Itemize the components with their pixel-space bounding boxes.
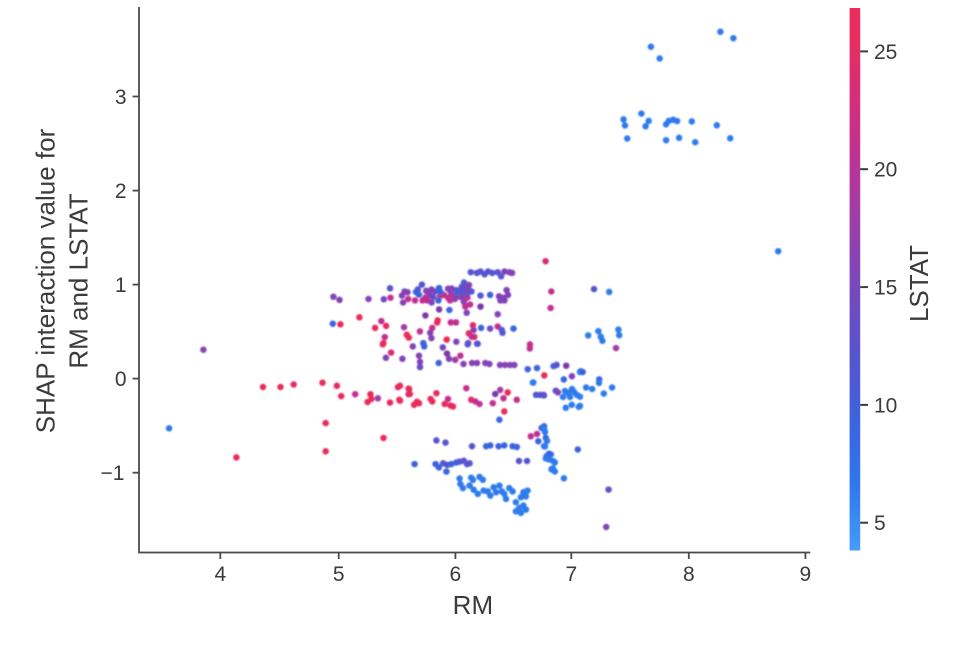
svg-text:20: 20 <box>874 159 897 182</box>
svg-text:15: 15 <box>874 277 897 300</box>
svg-text:5: 5 <box>333 563 345 586</box>
svg-text:7: 7 <box>565 563 577 586</box>
svg-text:1: 1 <box>115 274 127 297</box>
svg-text:9: 9 <box>800 563 812 586</box>
svg-text:8: 8 <box>683 563 695 586</box>
svg-text:4: 4 <box>214 563 226 586</box>
svg-text:RM: RM <box>453 590 493 620</box>
svg-text:−1: −1 <box>101 462 125 485</box>
svg-text:6: 6 <box>450 563 462 586</box>
svg-text:RM and LSTAT: RM and LSTAT <box>64 193 94 368</box>
svg-text:3: 3 <box>115 86 127 109</box>
svg-text:10: 10 <box>874 394 897 417</box>
svg-text:LSTAT: LSTAT <box>904 245 934 322</box>
svg-text:SHAP interaction value for: SHAP interaction value for <box>31 128 61 433</box>
svg-text:2: 2 <box>115 180 127 203</box>
svg-text:25: 25 <box>874 41 897 64</box>
svg-text:0: 0 <box>115 368 127 391</box>
svg-text:5: 5 <box>874 512 886 535</box>
